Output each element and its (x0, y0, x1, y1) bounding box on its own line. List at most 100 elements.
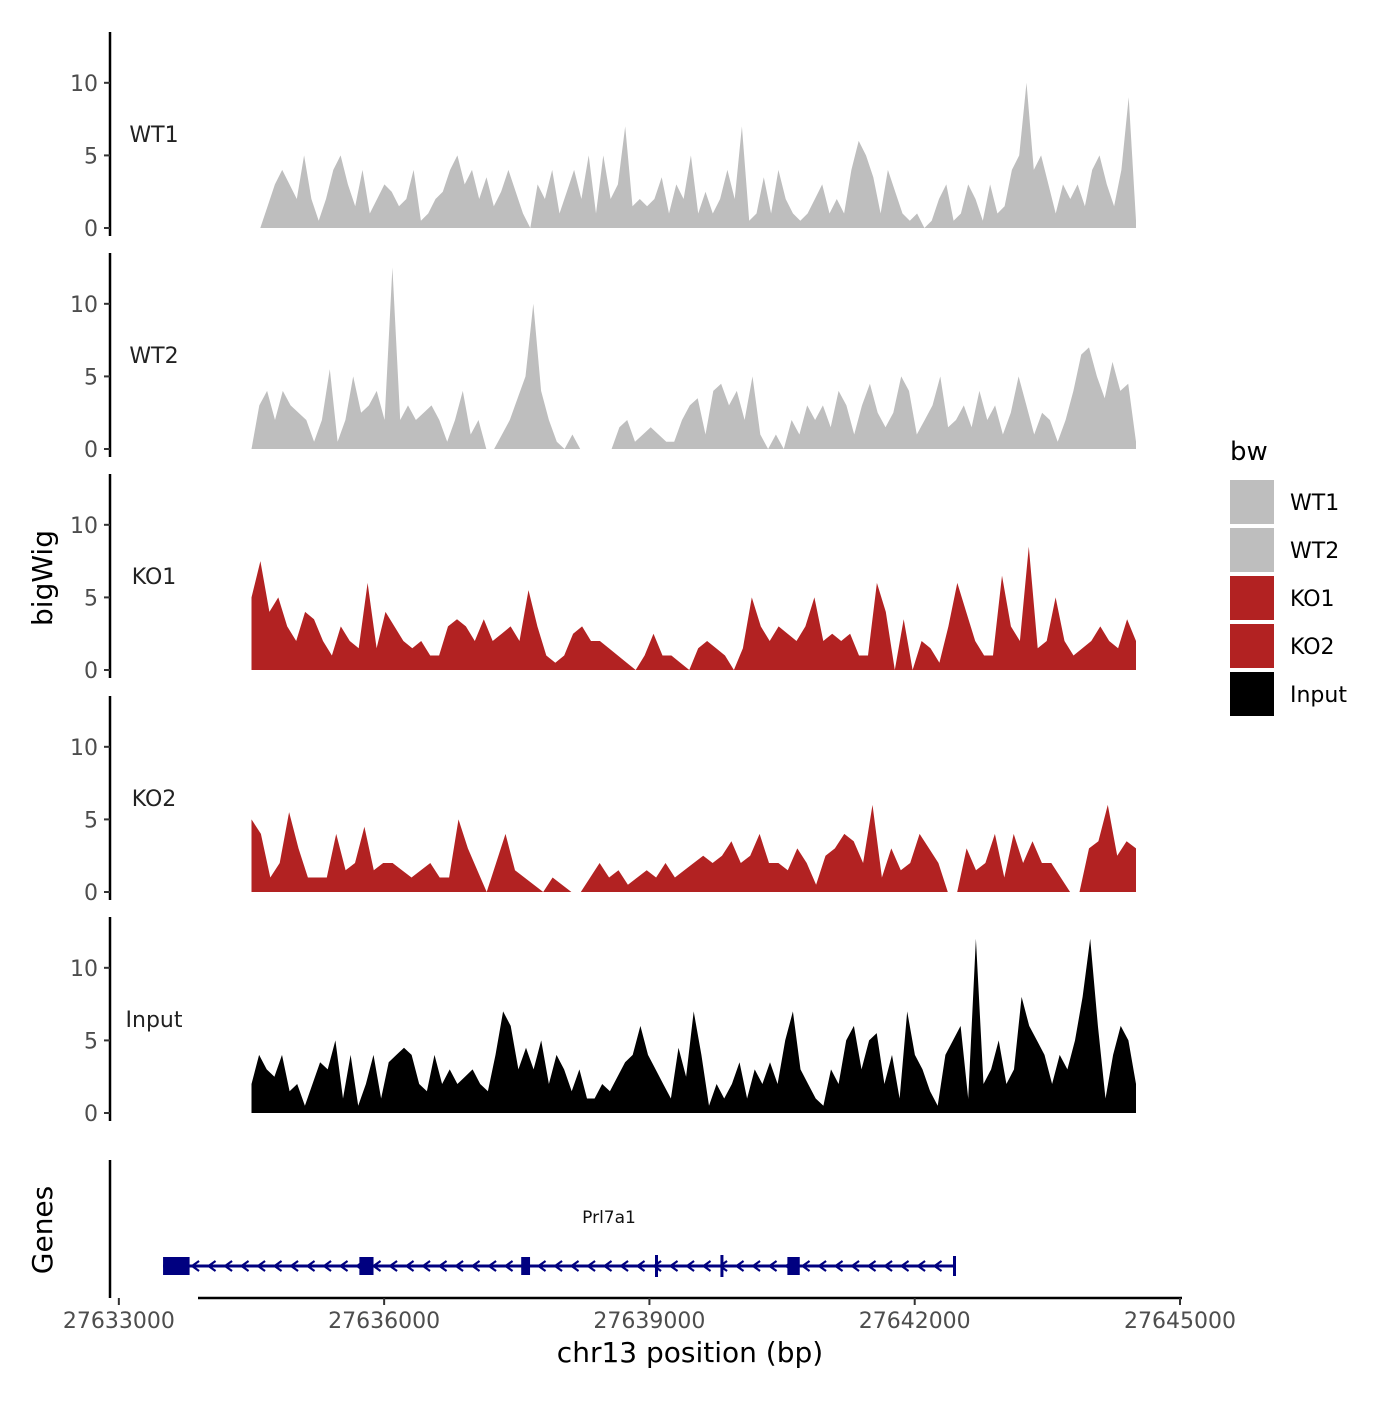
strand-arrow (536, 1260, 547, 1272)
strand-arrow (817, 1260, 827, 1272)
strand-arrow (916, 1260, 926, 1272)
strand-arrow (800, 1260, 811, 1272)
x-tick-label: 27645000 (1124, 1309, 1236, 1334)
legend-label: Input (1290, 683, 1347, 708)
track-KO2: KO2 (132, 787, 1136, 892)
strand-arrow (437, 1260, 448, 1272)
y-tick-label: 10 (70, 514, 98, 539)
y-tick-label: 5 (84, 144, 98, 169)
strand-arrow (470, 1260, 481, 1272)
strand-arrow (734, 1260, 745, 1272)
track-area-Input (251, 938, 1136, 1113)
track-Input: Input (126, 938, 1136, 1113)
strand-arrow (932, 1260, 943, 1272)
x-tick-label: 27633000 (63, 1309, 175, 1334)
track-area-KO2 (251, 804, 1136, 892)
legend-label: WT2 (1290, 539, 1339, 564)
gene-exon (359, 1257, 374, 1275)
strand-arrow (833, 1260, 844, 1272)
strand-arrow (701, 1260, 712, 1272)
track-area-WT2 (251, 267, 1136, 449)
legend-item-Input: Input (1230, 672, 1347, 716)
strand-arrow (619, 1260, 629, 1272)
strand-arrow (652, 1260, 662, 1272)
y-tick-label: 5 (84, 1029, 98, 1054)
gene-name-label: Prl7a1 (582, 1208, 636, 1228)
genes-axis-label: Genes (26, 1186, 59, 1274)
track-label-KO2: KO2 (132, 787, 177, 812)
strand-arrow (256, 1260, 266, 1272)
y-tick-label: 10 (70, 293, 98, 318)
legend-swatch (1230, 672, 1274, 716)
strand-arrow (586, 1260, 596, 1272)
y-tick-label: 10 (70, 736, 98, 761)
strand-arrow (602, 1260, 613, 1272)
y-tick-label: 0 (84, 217, 98, 242)
strand-arrow (487, 1260, 497, 1272)
y-tick-label: 0 (84, 881, 98, 906)
y-tick-label: 5 (84, 586, 98, 611)
strand-arrow (404, 1260, 415, 1272)
strand-arrow (767, 1260, 778, 1272)
strand-arrow (421, 1260, 431, 1272)
track-label-KO1: KO1 (132, 565, 177, 590)
strand-arrow (850, 1260, 860, 1272)
track-label-WT2: WT2 (129, 344, 178, 369)
strand-arrow (668, 1260, 679, 1272)
strand-arrow (503, 1260, 514, 1272)
strand-arrow (305, 1260, 316, 1272)
strand-arrow (718, 1260, 728, 1272)
x-tick-label: 27639000 (593, 1309, 705, 1334)
y-tick-label: 0 (84, 438, 98, 463)
strand-arrow (190, 1260, 200, 1272)
legend-swatch (1230, 528, 1274, 572)
legend-label: KO2 (1290, 635, 1335, 660)
track-WT1: WT1 (129, 82, 1136, 228)
legend-label: KO1 (1290, 587, 1335, 612)
gene-track: Prl7a1 (163, 1208, 957, 1277)
legend-swatch (1230, 624, 1274, 668)
y-axis-label: bigWig (26, 530, 59, 626)
strand-arrow (388, 1260, 398, 1272)
legend-item-KO2: KO2 (1230, 624, 1335, 668)
track-label-WT1: WT1 (129, 123, 178, 148)
legend-swatch (1230, 576, 1274, 620)
track-WT2: WT2 (129, 267, 1136, 449)
strand-arrow (272, 1260, 283, 1272)
track-area-WT1 (260, 82, 1136, 228)
strand-arrow (635, 1260, 646, 1272)
strand-arrow (454, 1260, 464, 1272)
legend-title: bw (1230, 437, 1268, 467)
strand-arrow (206, 1260, 217, 1272)
y-tick-label: 10 (70, 957, 98, 982)
strand-arrow (883, 1260, 893, 1272)
y-tick-label: 0 (84, 1102, 98, 1127)
strand-arrow (553, 1260, 563, 1272)
strand-arrow (239, 1260, 250, 1272)
x-tick-label: 27642000 (859, 1309, 971, 1334)
strand-arrow (899, 1260, 910, 1272)
gene-exon (787, 1257, 800, 1275)
legend-item-WT1: WT1 (1230, 480, 1339, 524)
strand-arrow (223, 1260, 233, 1272)
y-tick-label: 5 (84, 365, 98, 390)
legend-label: WT1 (1290, 491, 1339, 516)
track-label-Input: Input (126, 1008, 183, 1033)
strand-arrow (866, 1260, 877, 1272)
y-tick-label: 10 (70, 72, 98, 97)
y-tick-label: 0 (84, 659, 98, 684)
y-tick-label: 5 (84, 808, 98, 833)
strand-arrow (322, 1260, 332, 1272)
x-tick-label: 27636000 (328, 1309, 440, 1334)
legend-item-WT2: WT2 (1230, 528, 1339, 572)
strand-arrow (685, 1260, 695, 1272)
gene-exon (163, 1257, 190, 1275)
strand-arrow (371, 1260, 382, 1272)
strand-arrow (751, 1260, 761, 1272)
strand-arrow (289, 1260, 299, 1272)
legend-item-KO1: KO1 (1230, 576, 1335, 620)
track-area-KO1 (251, 546, 1136, 670)
strand-arrow (338, 1260, 349, 1272)
gene-exon (521, 1257, 531, 1275)
